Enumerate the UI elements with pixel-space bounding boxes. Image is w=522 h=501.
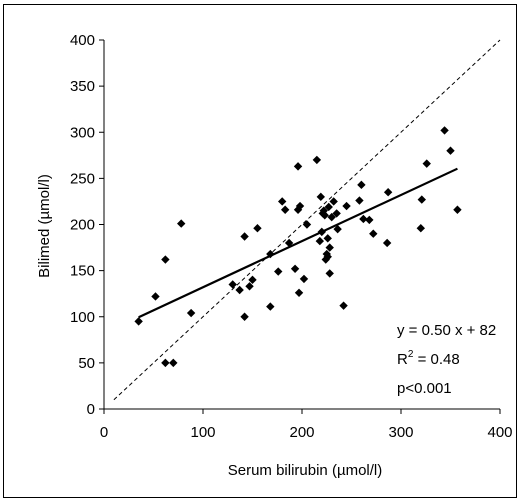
data-point [302,220,312,229]
data-point [383,188,393,197]
data-point [316,192,326,202]
r-squared-value: = 0.48 [413,351,459,368]
x-tick-label: 200 [289,424,314,441]
data-point [339,301,348,310]
data-point [440,126,449,135]
data-point [228,280,237,289]
data-point [274,267,283,276]
reference-lines [113,39,501,401]
y-tick-label: 400 [70,32,95,49]
data-point [312,155,322,165]
data-point [280,205,290,214]
data-point [266,302,275,311]
chart-frame [3,4,517,498]
r-squared-prefix: R [397,351,408,368]
data-point [325,243,334,252]
data-point [417,195,426,204]
x-axis-title: Serum bilirubin (µmol/l) [228,462,383,479]
x-tick-label: 100 [190,424,215,441]
data-point [355,196,364,205]
fit-equation-label: y = 0.50 x + 82 [397,322,496,339]
data-point [177,219,186,228]
data-point [240,312,249,321]
data-point [422,159,431,168]
tick-labels: 0 50 100 150 200 250 300 350 400 0 100 200 300 400 [70,32,513,441]
data-point [369,229,378,238]
data-point [332,209,341,218]
data-point [245,282,254,291]
data-point [359,214,368,224]
data-point [357,180,366,190]
data-point [446,146,455,155]
x-tick-label: 400 [487,424,512,441]
y-tick-label: 200 [70,217,95,234]
data-point [248,275,257,285]
data-point [324,202,333,212]
data-point [416,223,425,233]
data-point [266,249,275,259]
data-point [240,232,249,241]
y-axis-title: Bilimed (µmol/l) [36,174,53,278]
data-point [329,197,338,206]
data-point [169,358,178,368]
data-point [161,255,170,264]
data-point [161,358,170,368]
data-points [134,126,462,368]
axes [99,39,501,414]
data-point [333,224,342,234]
data-point [284,238,294,248]
data-point [235,285,244,295]
identity-line [113,39,501,401]
y-tick-label: 300 [70,124,95,141]
data-point [294,288,304,297]
p-value-label: p<0.001 [397,380,452,397]
r-squared-superscript: 2 [408,349,414,360]
data-point [320,211,329,220]
data-point [453,205,462,214]
data-point [342,201,351,211]
regression-line [138,167,458,319]
y-tick-label: 100 [70,309,95,326]
data-point [295,201,305,211]
data-point [290,264,300,273]
data-point [253,223,262,233]
data-point [327,212,336,222]
data-point [317,227,326,237]
x-tick-label: 300 [388,424,413,441]
y-tick-label: 0 [87,401,95,418]
y-tick-label: 50 [78,355,95,372]
r-squared-label: R2 = 0.48 [397,349,460,368]
data-point [299,274,309,284]
data-point [151,292,160,301]
y-tick-label: 150 [70,263,95,280]
data-point [293,162,303,171]
y-tick-label: 250 [70,170,95,187]
data-point [325,269,334,278]
data-point [382,238,392,248]
data-point [134,317,143,326]
data-point [315,236,325,246]
data-point [186,308,196,318]
data-point [323,252,332,261]
x-tick-label: 0 [100,424,108,441]
y-tick-label: 350 [70,78,95,95]
data-point [365,215,374,225]
data-point [323,234,332,243]
data-point [278,197,287,206]
